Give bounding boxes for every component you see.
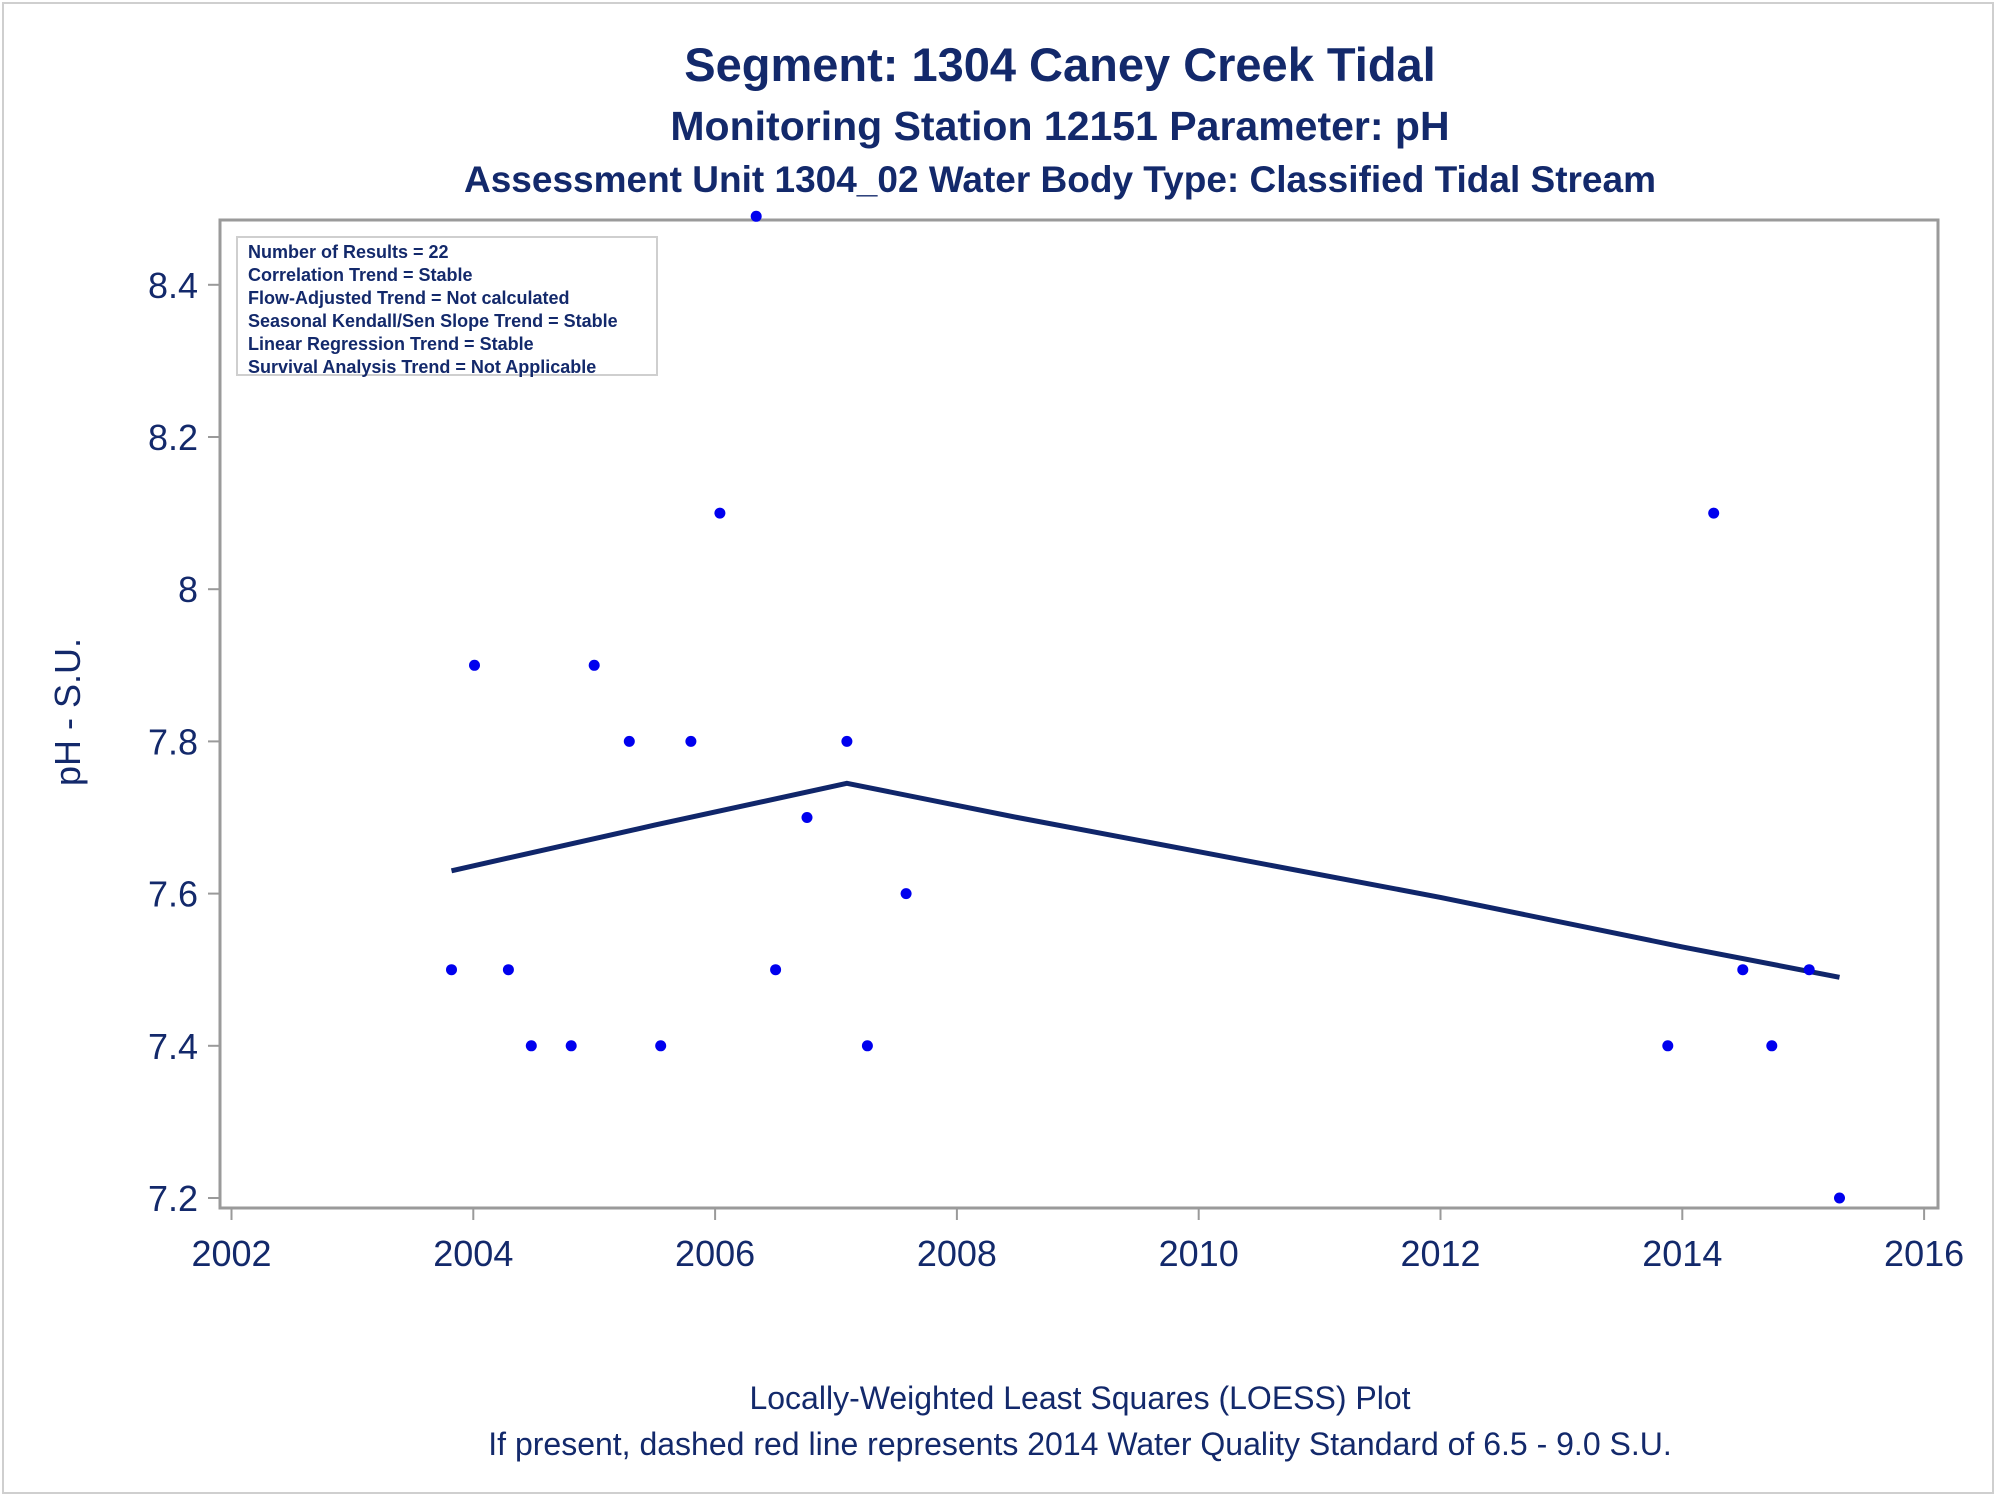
loess-line: [450, 780, 1840, 980]
x-tick-label-2010: 2010: [1159, 1233, 1239, 1274]
x-tick-label-2016: 2016: [1884, 1233, 1964, 1274]
chart-subtitle-station: Monitoring Station 12151 Parameter: pH: [670, 103, 1450, 149]
data-point-11: [750, 210, 762, 222]
chart-title: Segment: 1304 Caney Creek Tidal: [684, 38, 1436, 91]
stats-box: Number of Results = 22 Correlation Trend…: [236, 236, 658, 377]
data-point-10: [714, 507, 726, 519]
stat-flow-adjusted-trend: Flow-Adjusted Trend = Not calculated: [248, 288, 570, 308]
y-tick-label-5: 8.2: [148, 417, 198, 458]
y-tick-label-3: 7.8: [148, 721, 198, 762]
chart-subtitle-assessment: Assessment Unit 1304_02 Water Body Type:…: [464, 159, 1656, 200]
y-tick-label-0: 7.2: [148, 1178, 198, 1219]
footer-plot-type: Locally-Weighted Least Squares (LOESS) P…: [749, 1380, 1411, 1416]
x-tick-label-2008: 2008: [917, 1233, 997, 1274]
data-point-8: [655, 1040, 667, 1052]
x-tick-label-2002: 2002: [191, 1233, 271, 1274]
data-point-2: [469, 659, 480, 671]
y-tick-label-1: 7.4: [148, 1026, 198, 1067]
x-tick-label-2014: 2014: [1642, 1233, 1722, 1274]
stat-seasonal-kendall-trend: Seasonal Kendall/Sen Slope Trend = Stabl…: [248, 311, 618, 331]
data-point-1: [446, 964, 457, 976]
stat-survival-analysis-trend: Survival Analysis Trend = Not Applicable: [248, 357, 597, 377]
data-point-9: [685, 735, 697, 747]
data-point-13: [801, 812, 813, 823]
plot-area: [218, 218, 1940, 1210]
y-axis-label: pH - S.U.: [47, 638, 88, 786]
data-point-20: [1766, 1040, 1778, 1052]
y-tick-label-4: 8: [178, 569, 198, 610]
data-point-4: [525, 1040, 537, 1052]
x-tick-label-2006: 2006: [675, 1233, 755, 1274]
stat-linear-regression-trend: Linear Regression Trend = Stable: [248, 334, 534, 354]
data-point-22: [1834, 1192, 1845, 1204]
data-point-16: [900, 888, 912, 900]
data-point-15: [861, 1040, 873, 1052]
data-point-19: [1737, 964, 1749, 976]
data-point-18: [1708, 507, 1720, 519]
data-point-7: [623, 735, 635, 747]
stat-number-of-results: Number of Results = 22: [248, 242, 449, 262]
data-point-5: [565, 1040, 577, 1052]
stat-correlation-trend: Correlation Trend = Stable: [248, 265, 473, 285]
chart-footer: Locally-Weighted Least Squares (LOESS) P…: [0, 1375, 2000, 1467]
chart-titles: Segment: 1304 Caney Creek Tidal Monitori…: [0, 30, 2000, 208]
y-tick-label-6: 8.4: [148, 265, 198, 306]
x-tick-label-2012: 2012: [1400, 1233, 1480, 1274]
x-tick-label-2004: 2004: [433, 1233, 513, 1274]
data-point-17: [1662, 1040, 1674, 1052]
data-point-6: [588, 659, 600, 671]
y-tick-label-2: 7.6: [148, 874, 198, 915]
data-point-21: [1803, 964, 1815, 976]
data-point-14: [841, 735, 853, 747]
footer-standard-note: If present, dashed red line represents 2…: [488, 1426, 1672, 1462]
data-point-12: [770, 964, 782, 976]
data-point-3: [502, 964, 514, 976]
